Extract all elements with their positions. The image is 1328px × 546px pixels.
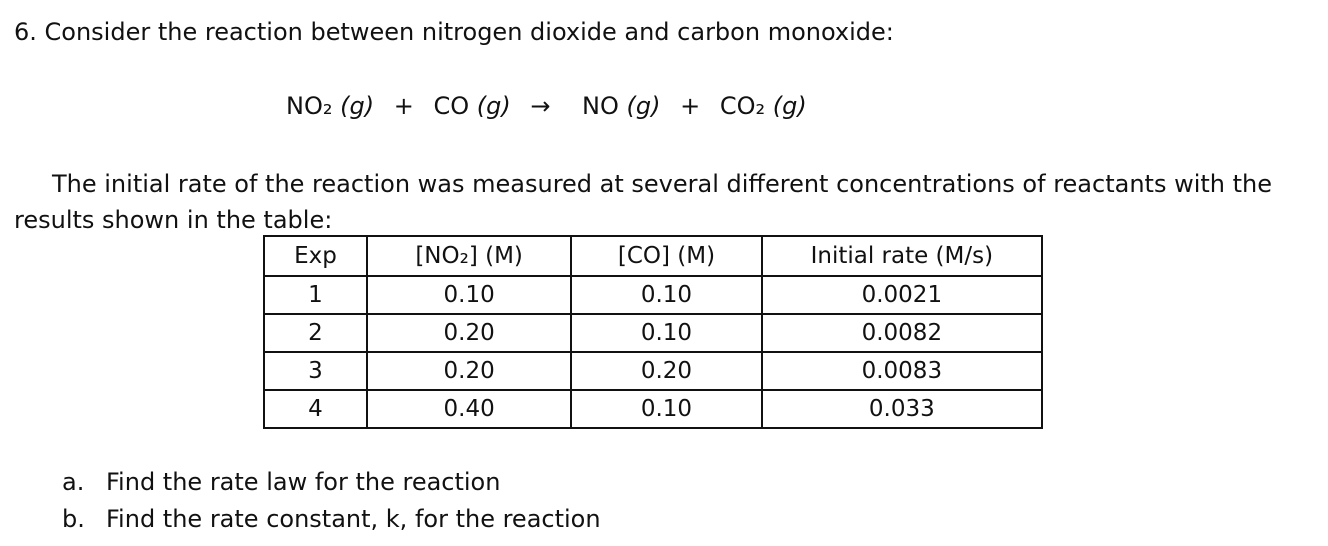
header-exp: Exp <box>263 235 368 277</box>
cell-no2: 0.10 <box>365 275 573 315</box>
intro-paragraph: The initial rate of the reaction was mea… <box>14 170 1273 234</box>
part-b: b. Find the rate constant, k, for the rea… <box>62 501 601 538</box>
table-row: 2 0.20 0.10 0.0082 <box>263 313 1044 353</box>
reactant-co-state: (g) <box>476 92 511 120</box>
reactant-no2-state: (g) <box>340 92 375 120</box>
cell-co: 0.10 <box>570 275 763 315</box>
product-co2: CO₂ <box>719 92 766 120</box>
cell-no2: 0.20 <box>365 351 573 391</box>
reaction-arrow-icon: → <box>530 92 551 120</box>
reactant-co: CO <box>433 92 470 120</box>
chemical-equation: NO₂ (g) + CO (g) → NO (g) + CO₂ (g) <box>286 92 807 120</box>
cell-rate: 0.0082 <box>760 313 1044 353</box>
header-co-concentration: [CO] (M) <box>570 235 763 277</box>
question-title: 6. Consider the reaction between nitroge… <box>14 18 894 46</box>
product-no-state: (g) <box>626 92 661 120</box>
cell-co: 0.10 <box>570 389 763 429</box>
cell-exp: 1 <box>263 275 368 315</box>
part-letter: a. <box>62 468 85 496</box>
header-initial-rate: Initial rate (M/s) <box>760 235 1044 277</box>
plus-sign: + <box>393 92 414 120</box>
cell-exp: 3 <box>263 351 368 391</box>
cell-no2: 0.20 <box>365 313 573 353</box>
table-row: 4 0.40 0.10 0.033 <box>263 389 1044 429</box>
part-text: Find the rate law for the reaction <box>106 468 501 496</box>
cell-exp: 4 <box>263 389 368 429</box>
cell-exp: 2 <box>263 313 368 353</box>
plus-sign: + <box>680 92 701 120</box>
question-parts: a. Find the rate law for the reaction b. F… <box>62 464 601 538</box>
part-text: Find the rate constant, k, for the react… <box>106 505 601 533</box>
part-a: a. Find the rate law for the reaction <box>62 464 601 501</box>
cell-rate: 0.0083 <box>760 351 1044 391</box>
table-header-row: Exp [NO₂] (M) [CO] (M) Initial rate (M/s… <box>263 235 1044 277</box>
reactant-no2: NO₂ <box>286 92 333 120</box>
table-row: 1 0.10 0.10 0.0021 <box>263 275 1044 315</box>
cell-no2: 0.40 <box>365 389 573 429</box>
table-row: 3 0.20 0.20 0.0083 <box>263 351 1044 391</box>
product-no: NO <box>582 92 619 120</box>
cell-co: 0.20 <box>570 351 763 391</box>
cell-co: 0.10 <box>570 313 763 353</box>
rate-data-table: Exp [NO₂] (M) [CO] (M) Initial rate (M/s… <box>263 235 1044 429</box>
product-co2-state: (g) <box>772 92 807 120</box>
part-letter: b. <box>62 505 85 533</box>
cell-rate: 0.033 <box>760 389 1044 429</box>
cell-rate: 0.0021 <box>760 275 1044 315</box>
header-no2-concentration: [NO₂] (M) <box>365 235 573 277</box>
